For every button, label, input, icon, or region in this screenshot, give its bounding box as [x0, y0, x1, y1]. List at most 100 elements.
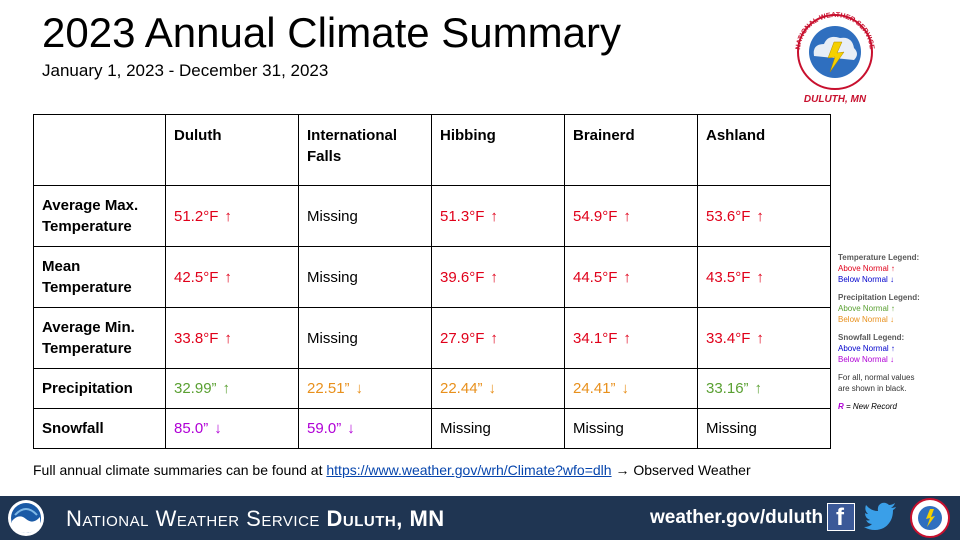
row-label: Mean Temperature — [42, 258, 132, 296]
website-link[interactable]: weather.gov/duluth — [650, 507, 824, 528]
cell-value: 43.5°F — [706, 268, 751, 286]
trend-arrow-icon: ↑ — [623, 329, 631, 347]
nws-logo: NATIONAL WEATHER SERVICE DULUTH, MN — [795, 12, 875, 105]
value-cell: 51.3°F ↑ — [431, 185, 565, 247]
snowfall-above-normal: Above Normal ↑ — [838, 344, 895, 353]
trend-arrow-icon: ↑ — [490, 329, 498, 347]
value-cell: 53.6°F ↑ — [697, 185, 831, 247]
trend-arrow-icon: ↓ — [488, 380, 497, 397]
cell-value: 27.9°F — [440, 329, 485, 347]
climate-table: Duluth International Falls Hibbing Brainerd… — [33, 114, 831, 449]
value-cell: 32.99” ↑ — [165, 368, 299, 409]
cell-value: Missing — [307, 207, 358, 225]
snowfall-legend-heading: Snowfall Legend: — [838, 333, 905, 342]
value-cell: 44.5°F ↑ — [564, 246, 698, 308]
cell-value: Missing — [573, 420, 624, 437]
row-label-cell: Snowfall — [33, 408, 166, 449]
office-location: Duluth, MN — [326, 506, 445, 531]
temperature-legend-heading: Temperature Legend: — [838, 253, 920, 262]
value-cell: Missing — [298, 185, 432, 247]
noaa-logo-icon[interactable] — [7, 499, 45, 537]
column-header-label: Hibbing — [440, 127, 496, 144]
cell-value: 34.1°F — [573, 329, 618, 347]
cell-value: 33.4°F — [706, 329, 751, 347]
trend-arrow-icon: ↑ — [754, 380, 763, 397]
trend-arrow-icon: ↓ — [214, 420, 222, 437]
column-header: Duluth — [165, 114, 299, 186]
logo-bottom-text: DULUTH, MN — [804, 94, 867, 105]
trend-arrow-icon: ↑ — [623, 268, 631, 286]
facebook-icon[interactable]: f — [827, 503, 855, 531]
value-cell: 34.1°F ↑ — [564, 307, 698, 369]
record-text: = New Record — [843, 402, 897, 411]
climate-summary-link[interactable]: https://www.weather.gov/wrh/Climate?wfo=… — [326, 462, 612, 478]
temperature-above-normal: Above Normal ↑ — [838, 264, 895, 273]
table-row: Snowfall 85.0” ↓ 59.0” ↓ Missing Missing Missin… — [33, 408, 831, 449]
cell-value: Missing — [307, 268, 358, 286]
row-label: Precipitation — [42, 380, 133, 397]
trend-arrow-icon: ↓ — [355, 380, 364, 397]
trend-arrow-icon: ↑ — [756, 268, 764, 286]
cell-value: 53.6°F — [706, 207, 751, 225]
trend-arrow-icon: ↑ — [224, 207, 232, 225]
value-cell: Missing — [564, 408, 698, 449]
cell-value: 51.2°F — [174, 207, 219, 225]
value-cell: 33.16” ↑ — [697, 368, 831, 409]
value-cell: 85.0” ↓ — [165, 408, 299, 449]
column-header-label: Ashland — [706, 127, 766, 144]
table-row: Average Max. Temperature 51.2°F ↑ Missing 51… — [33, 185, 831, 247]
column-header: International Falls — [298, 114, 432, 186]
cell-value: 42.5°F — [174, 268, 219, 286]
cell-value: 44.5°F — [573, 268, 618, 286]
table-row: Average Min. Temperature 33.8°F ↑ Missing 27… — [33, 307, 831, 369]
cell-value: 59.0” — [307, 420, 342, 437]
precipitation-below-normal: Below Normal ↓ — [838, 315, 895, 324]
date-range: January 1, 2023 - December 31, 2023 — [42, 61, 329, 80]
trend-arrow-icon: ↓ — [347, 420, 355, 437]
cell-value: 22.51” — [307, 380, 350, 397]
value-cell: Missing — [298, 246, 432, 308]
value-cell: 22.51” ↓ — [298, 368, 432, 409]
cell-value: 24.41” — [573, 380, 616, 397]
value-cell: 27.9°F ↑ — [431, 307, 565, 369]
value-cell: Missing — [431, 408, 565, 449]
value-cell: 24.41” ↓ — [564, 368, 698, 409]
column-header: Ashland — [697, 114, 831, 186]
row-label: Average Max. Temperature — [42, 197, 139, 235]
table-row: Precipitation 32.99” ↑ 22.51” ↓ 22.44” ↓ 24.41”… — [33, 368, 831, 409]
value-cell: 22.44” ↓ — [431, 368, 565, 409]
row-label-cell: Precipitation — [33, 368, 166, 409]
header-row: Duluth International Falls Hibbing Brainerd… — [33, 114, 831, 186]
trend-arrow-icon: ↑ — [490, 207, 498, 225]
cell-value: Missing — [706, 420, 757, 437]
row-label: Average Min. Temperature — [42, 319, 135, 357]
twitter-icon[interactable] — [864, 501, 898, 533]
trend-arrow-icon: ↑ — [222, 380, 231, 397]
legend: Temperature Legend: Above Normal ↑ Below… — [838, 252, 958, 412]
value-cell: Missing — [697, 408, 831, 449]
nws-footer-logo-icon[interactable] — [910, 498, 950, 538]
footer-bar: National Weather Service Duluth, MN weat… — [0, 496, 960, 540]
new-record-note: R = New Record — [838, 401, 958, 412]
row-label-cell: Average Min. Temperature — [33, 307, 166, 369]
cell-value: 32.99” — [174, 380, 217, 397]
normal-note-line2: are shown in black. — [838, 384, 907, 393]
cell-value: Missing — [307, 329, 358, 347]
value-cell: 42.5°F ↑ — [165, 246, 299, 308]
cell-value: 51.3°F — [440, 207, 485, 225]
column-header: Hibbing — [431, 114, 565, 186]
value-cell: 54.9°F ↑ — [564, 185, 698, 247]
trend-arrow-icon: ↑ — [623, 207, 631, 225]
value-cell: 39.6°F ↑ — [431, 246, 565, 308]
row-label-cell: Mean Temperature — [33, 246, 166, 308]
table-row: Mean Temperature 42.5°F ↑ Missing 39.6°F ↑ 44.… — [33, 246, 831, 308]
footnote-suffix: → Observed Weather — [611, 462, 751, 478]
trend-arrow-icon: ↑ — [756, 329, 764, 347]
value-cell: 51.2°F ↑ — [165, 185, 299, 247]
footnote: Full annual climate summaries can be fou… — [33, 461, 751, 479]
row-label: Snowfall — [42, 420, 104, 437]
trend-arrow-icon: ↓ — [621, 380, 630, 397]
cell-value: 54.9°F — [573, 207, 618, 225]
value-cell: 33.8°F ↑ — [165, 307, 299, 369]
normal-note-line1: For all, normal values — [838, 373, 915, 382]
